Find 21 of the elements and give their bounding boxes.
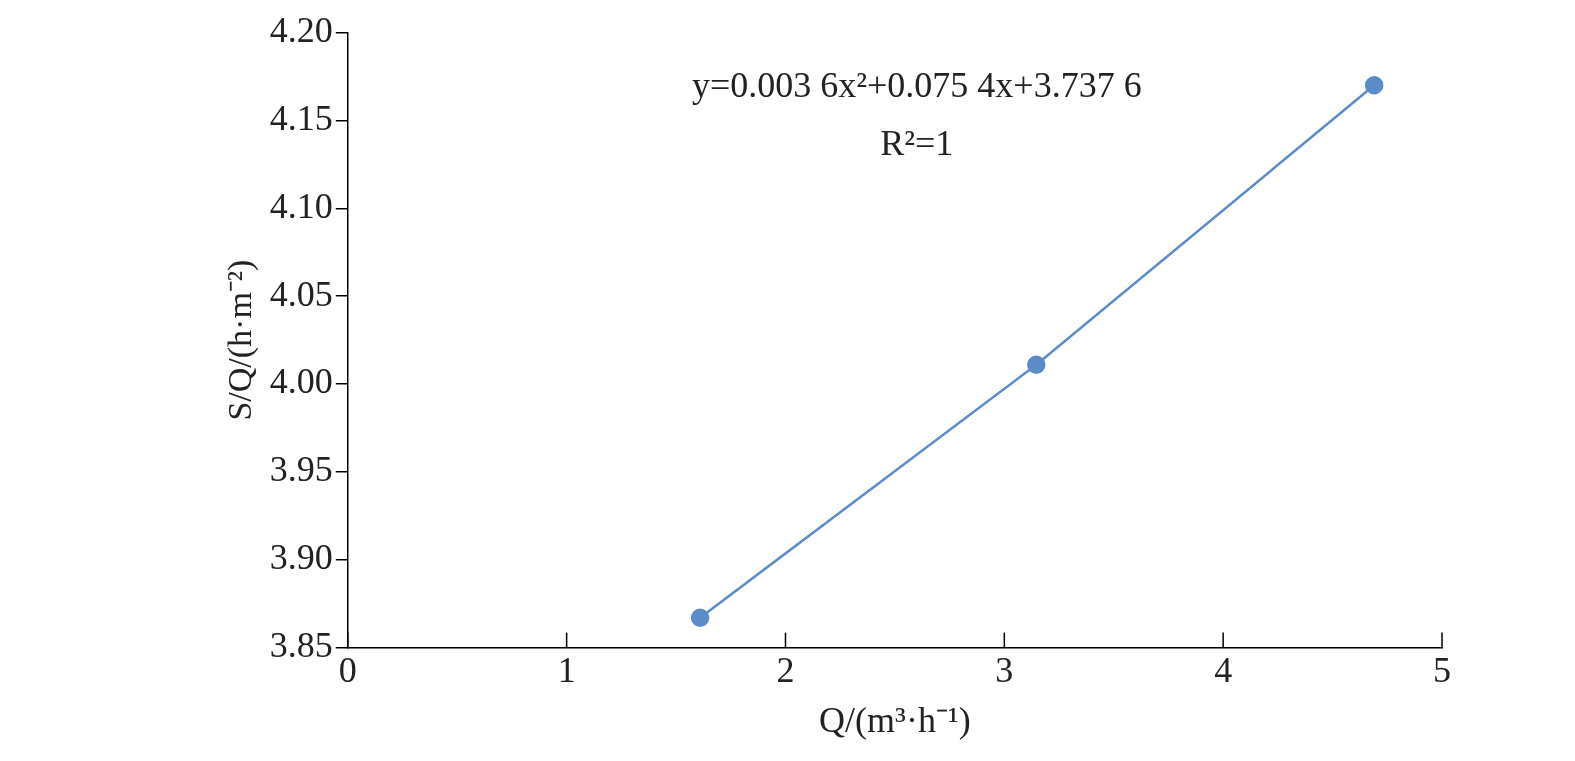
y-tick-label: 4.00	[269, 361, 333, 402]
x-tick-label: 1	[557, 649, 576, 690]
x-axis-title: Q/(m³·h⁻¹)	[819, 699, 971, 740]
x-tick-label: 5	[1433, 649, 1451, 690]
y-tick-label: 4.05	[269, 273, 333, 314]
annotation: R²=1	[880, 123, 954, 164]
x-tick-label: 0	[338, 649, 357, 690]
point	[690, 608, 710, 627]
y-tick-label: 4.20	[269, 10, 333, 51]
point	[1364, 76, 1384, 95]
y-tick-label: 4.10	[269, 185, 333, 226]
x-tick-label: 3	[995, 649, 1014, 690]
annotation: y=0.003 6x²+0.075 4x+3.737 6	[691, 65, 1142, 106]
y-tick-label: 3.90	[269, 537, 333, 578]
y-tick-label: 3.85	[269, 625, 333, 666]
point	[1027, 355, 1046, 374]
x-tick-label: 2	[776, 649, 795, 690]
y-tick-label: 3.95	[269, 449, 333, 490]
y-tick-label: 4.15	[269, 97, 333, 138]
x-tick-label: 4	[1214, 649, 1233, 690]
y-axis-title: S/Q/(h·m⁻²)	[221, 259, 260, 421]
